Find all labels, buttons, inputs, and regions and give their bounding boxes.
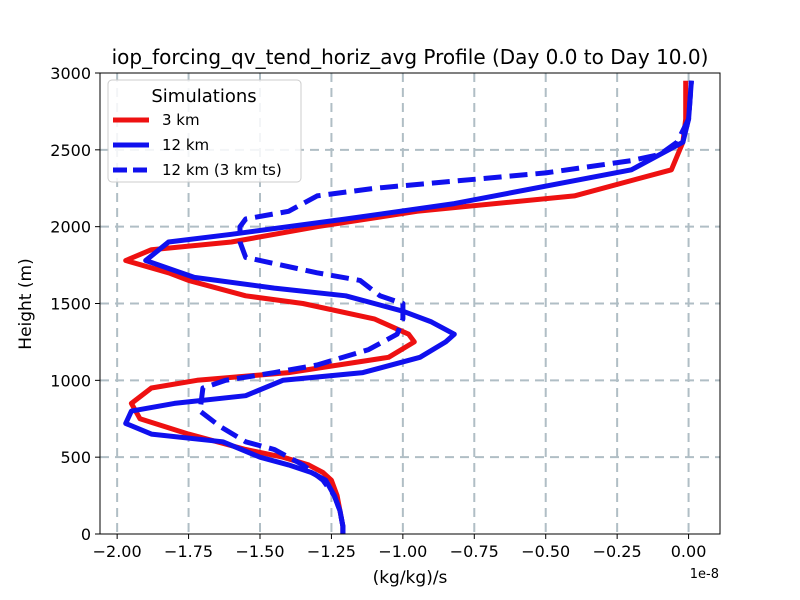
series-line-12-km xyxy=(123,80,694,534)
x-tick-label: −0.50 xyxy=(521,542,570,561)
legend-entries: 3 km 12 km 12 km (3 km ts) xyxy=(113,111,282,179)
y-tick-label: 0 xyxy=(81,525,91,544)
series-line-3-km xyxy=(123,80,689,534)
chart-title: iop_forcing_qv_tend_horiz_avg Profile (D… xyxy=(112,45,709,69)
x-tick-label: −0.75 xyxy=(450,542,499,561)
x-axis-label: (kg/kg)/s xyxy=(373,568,448,588)
legend-box xyxy=(107,79,302,183)
legend: Simulations 3 km 12 km 12 km (3 km ts) xyxy=(107,79,302,183)
x-offset-label: 1e-8 xyxy=(690,567,719,582)
x-tick-label: −1.75 xyxy=(164,542,213,561)
x-tick-label: −1.50 xyxy=(235,542,284,561)
legend-label: 3 km xyxy=(162,111,200,129)
x-tick-label: −2.00 xyxy=(93,542,142,561)
series-line-12-km-3-km-ts xyxy=(197,80,694,534)
legend-label: 12 km (3 km ts) xyxy=(162,161,282,179)
x-tick-label: 0.00 xyxy=(671,542,707,561)
y-tick-label: 1500 xyxy=(50,295,91,314)
legend-title: Simulations xyxy=(151,86,256,107)
x-tick-label: −0.25 xyxy=(593,542,642,561)
legend-label: 12 km xyxy=(162,136,209,154)
y-tick-label: 2000 xyxy=(50,218,91,237)
axes-layer: −2.00 −1.75 −1.50 −1.25 −1.00 −0.75 −0.50 −0.25… xyxy=(50,64,721,561)
series-layer xyxy=(123,80,694,534)
x-tick-label: −1.00 xyxy=(378,542,427,561)
y-tick-label: 1000 xyxy=(50,371,91,390)
y-axis-label: Height (m) xyxy=(16,258,36,349)
x-tick-label: −1.25 xyxy=(307,542,356,561)
y-tick-label: 500 xyxy=(60,448,91,467)
y-tick-label: 2500 xyxy=(50,141,91,160)
y-tick-label: 3000 xyxy=(50,64,91,83)
